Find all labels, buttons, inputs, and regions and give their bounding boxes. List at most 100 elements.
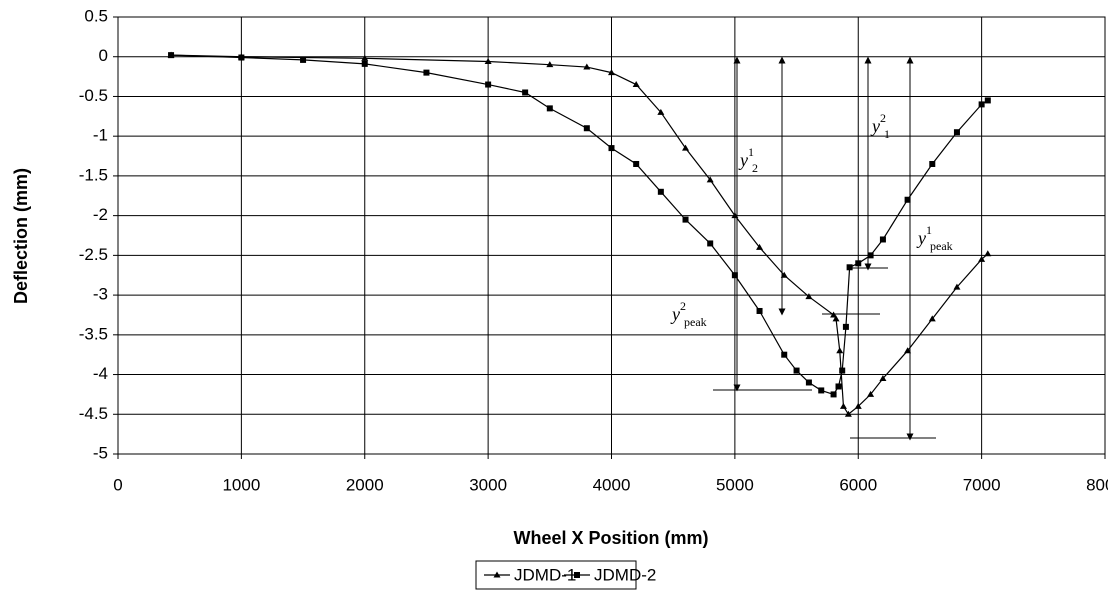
y-tick-label: -5 bbox=[93, 443, 108, 462]
marker bbox=[633, 160, 640, 167]
marker bbox=[682, 216, 689, 223]
marker bbox=[978, 101, 985, 108]
marker bbox=[928, 315, 936, 322]
x-tick-label: 2000 bbox=[346, 475, 384, 494]
annotation-base: y bbox=[916, 228, 926, 248]
marker bbox=[929, 160, 936, 167]
marker bbox=[879, 375, 887, 382]
x-tick-label: 6000 bbox=[839, 475, 877, 494]
x-tick-label: 4000 bbox=[593, 475, 631, 494]
marker bbox=[846, 264, 853, 271]
marker bbox=[608, 69, 615, 76]
marker bbox=[546, 105, 553, 112]
series bbox=[167, 51, 992, 417]
marker bbox=[756, 307, 763, 314]
marker bbox=[818, 387, 825, 394]
marker bbox=[844, 410, 852, 417]
legend: JDMD-1 JDMD-2 bbox=[475, 560, 656, 590]
marker bbox=[805, 379, 812, 386]
marker bbox=[839, 367, 846, 374]
y-tick-label: -1 bbox=[93, 126, 108, 145]
marker bbox=[485, 81, 492, 88]
x-tick-label: 7000 bbox=[963, 475, 1001, 494]
annotation-arrows bbox=[713, 56, 936, 441]
annotation: y2 1 bbox=[870, 111, 890, 141]
marker bbox=[657, 108, 665, 115]
marker bbox=[706, 176, 714, 183]
y-tick-label: -4.5 bbox=[79, 404, 108, 423]
marker bbox=[854, 402, 862, 409]
marker bbox=[835, 383, 842, 390]
marker bbox=[984, 250, 992, 257]
marker bbox=[574, 572, 580, 578]
marker bbox=[836, 347, 844, 354]
x-tick-label: 8000 bbox=[1086, 475, 1108, 494]
marker bbox=[657, 188, 664, 195]
marker bbox=[978, 255, 986, 262]
y-axis-label: Deflection (mm) bbox=[11, 168, 31, 304]
marker bbox=[493, 571, 501, 578]
y-tick-label: 0 bbox=[99, 46, 108, 65]
annotation-sup: 1 bbox=[926, 223, 932, 237]
x-tick-label: 3000 bbox=[469, 475, 507, 494]
y-tick-label: -3.5 bbox=[79, 324, 108, 343]
marker bbox=[839, 402, 847, 409]
y-tick-label: -2.5 bbox=[79, 245, 108, 264]
marker bbox=[423, 69, 430, 76]
y-tick-label: -4 bbox=[93, 364, 108, 383]
marker bbox=[300, 56, 307, 63]
marker bbox=[522, 89, 529, 96]
annotation-sub: peak bbox=[684, 315, 707, 329]
annotation-base: y bbox=[738, 150, 748, 170]
annotation-base: y bbox=[870, 116, 880, 136]
marker bbox=[879, 236, 886, 243]
y-tick-label: -1.5 bbox=[79, 165, 108, 184]
marker bbox=[855, 260, 862, 267]
marker bbox=[984, 97, 991, 104]
annotation-sup: 2 bbox=[880, 111, 886, 125]
marker bbox=[583, 63, 591, 70]
marker bbox=[583, 125, 590, 132]
annotation: y2 peak bbox=[670, 299, 707, 329]
annotation-sup: 1 bbox=[748, 145, 754, 159]
marker bbox=[793, 367, 800, 374]
grid bbox=[113, 16, 1106, 459]
marker bbox=[168, 52, 175, 59]
marker bbox=[361, 60, 368, 67]
legend-label: JDMD-2 bbox=[594, 565, 656, 584]
annotation: y1 peak bbox=[916, 223, 953, 253]
annotation-sup: 2 bbox=[680, 299, 686, 313]
annotation-sub: 1 bbox=[884, 127, 890, 141]
y-tick-label: -2 bbox=[93, 205, 108, 224]
marker bbox=[781, 351, 788, 358]
x-tick-label: 0 bbox=[113, 475, 122, 494]
y-tick-label: -0.5 bbox=[79, 86, 108, 105]
y-tick-label: 0.5 bbox=[84, 6, 108, 25]
marker bbox=[953, 129, 960, 136]
annotation-sub: peak bbox=[930, 239, 953, 253]
x-axis-label: Wheel X Position (mm) bbox=[513, 528, 708, 548]
marker bbox=[632, 81, 640, 88]
marker bbox=[707, 240, 714, 247]
y-tick-label: -3 bbox=[93, 285, 108, 304]
marker bbox=[238, 54, 245, 61]
marker bbox=[484, 57, 492, 64]
marker bbox=[842, 323, 849, 330]
marker bbox=[546, 61, 554, 68]
x-tick-label: 5000 bbox=[716, 475, 754, 494]
series-line bbox=[171, 54, 989, 396]
legend-label: JDMD-1 bbox=[514, 565, 576, 584]
marker bbox=[361, 54, 369, 61]
marker bbox=[830, 391, 837, 398]
marker bbox=[867, 390, 875, 397]
plot-frame bbox=[117, 16, 1106, 455]
marker bbox=[953, 283, 961, 290]
annotation-base: y bbox=[670, 304, 680, 324]
marker bbox=[756, 243, 764, 250]
annotation-sub: 2 bbox=[752, 161, 758, 175]
marker bbox=[805, 293, 813, 300]
series-line bbox=[171, 54, 989, 416]
marker bbox=[608, 145, 615, 152]
annotation: y1 2 bbox=[738, 145, 758, 175]
x-tick-label: 1000 bbox=[222, 475, 260, 494]
